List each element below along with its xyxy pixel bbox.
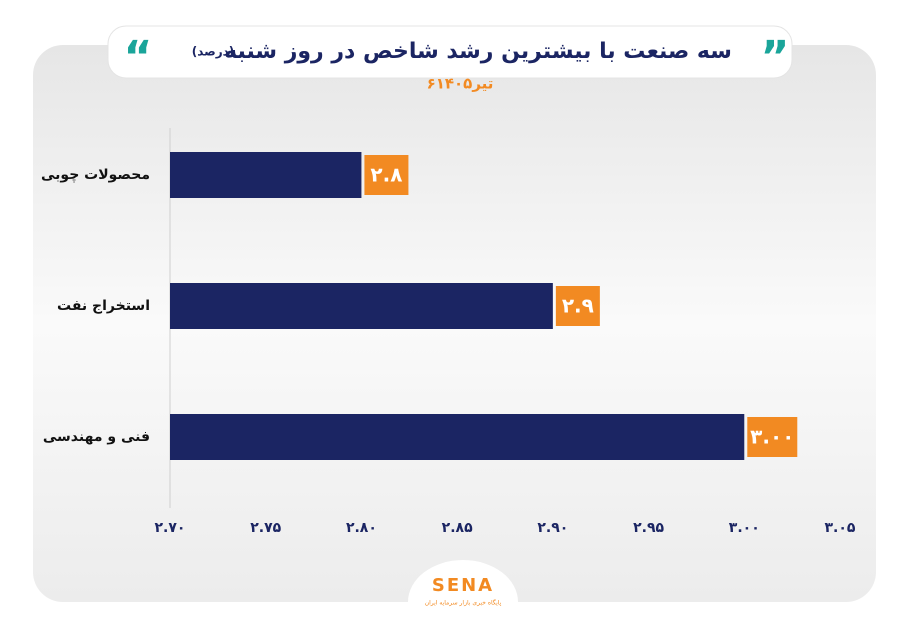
quote-mark: “ [124, 32, 153, 83]
y-tick-label: محصولات چوبی [41, 167, 150, 183]
x-tick-label: ۲.۷۰ [155, 520, 186, 536]
quote-mark: ” [761, 32, 790, 83]
logo: SENA [432, 575, 494, 596]
chart-title: سه صنعت با بیشترین رشد شاخص در روز شنبه [224, 39, 732, 64]
title-box [107, 25, 793, 79]
bar [170, 414, 745, 460]
y-tick-label: فنی و مهندسی [43, 429, 150, 445]
value-label-box [364, 155, 409, 195]
logo-bump [408, 560, 518, 602]
chart-subtitle: ۶تیر۱۴۰۵ [427, 75, 494, 93]
bar [170, 283, 553, 329]
x-tick-label: ۲.۸۰ [346, 520, 377, 536]
y-tick-label: استخراج نفت [57, 298, 150, 314]
value-label-box [555, 286, 600, 326]
value-label: ۳.۰۰ [750, 425, 794, 449]
x-tick-label: ۳.۰۰ [729, 520, 760, 536]
x-tick-label: ۲.۹۵ [633, 520, 664, 536]
value-label: ۲.۸ [370, 163, 402, 187]
bar [170, 152, 362, 198]
value-label: ۲.۹ [562, 294, 594, 318]
x-tick-label: ۲.۷۵ [250, 520, 281, 536]
logo-tagline: پایگاه خبری بازار سرمایه ایران [425, 599, 502, 607]
unit-label: (درصد) [192, 45, 235, 59]
x-tick-label: ۲.۸۵ [442, 520, 473, 536]
x-tick-label: ۲.۹۰ [537, 520, 568, 536]
value-label-box [747, 417, 798, 457]
x-tick-label: ۳.۰۵ [825, 520, 856, 536]
